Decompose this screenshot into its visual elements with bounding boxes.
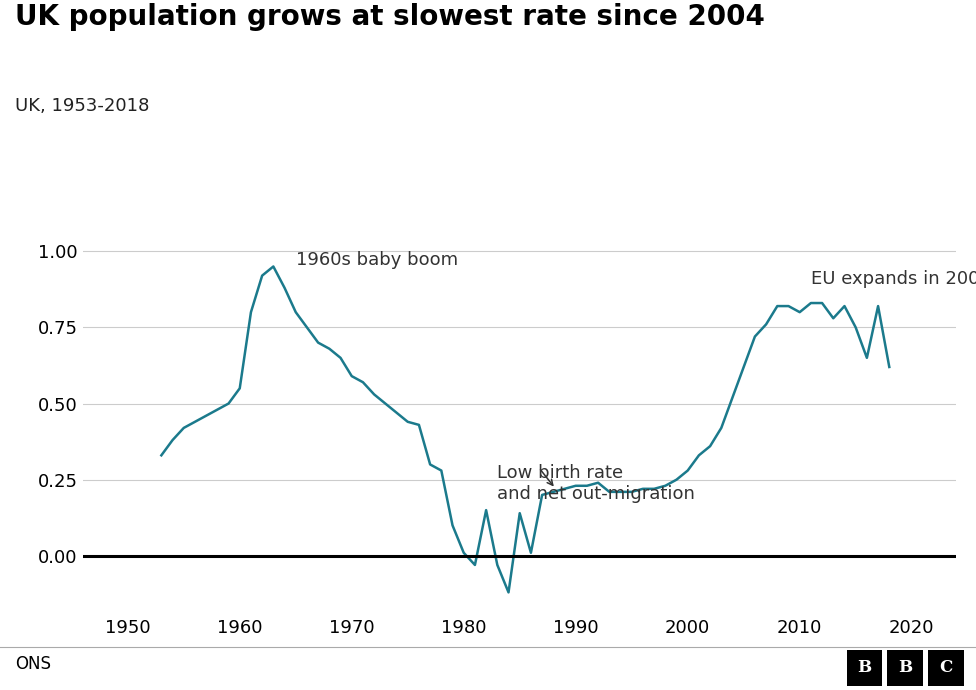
Text: EU expands in 2004: EU expands in 2004 <box>811 270 976 288</box>
Bar <box>887 650 923 686</box>
Bar <box>928 650 964 686</box>
Text: UK, 1953-2018: UK, 1953-2018 <box>15 97 149 115</box>
Text: ONS: ONS <box>15 655 51 673</box>
Text: C: C <box>939 660 953 676</box>
Text: Low birth rate
and net out-migration: Low birth rate and net out-migration <box>498 464 695 503</box>
Text: 1960s baby boom: 1960s baby boom <box>296 251 458 269</box>
Text: B: B <box>898 660 913 676</box>
Text: UK population grows at slowest rate since 2004: UK population grows at slowest rate sinc… <box>15 3 764 32</box>
Bar <box>847 650 882 686</box>
Text: B: B <box>858 660 872 676</box>
